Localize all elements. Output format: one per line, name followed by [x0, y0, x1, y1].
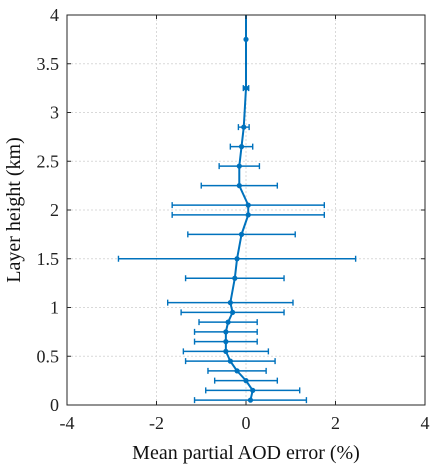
- data-point: [247, 397, 254, 403]
- x-tick-label: 2: [331, 413, 340, 433]
- data-point: [223, 339, 229, 345]
- data-point: [243, 378, 249, 384]
- y-tick-label: 4: [50, 5, 59, 25]
- data-point: [250, 387, 256, 393]
- y-tick-label: 2.5: [37, 151, 60, 171]
- data-point: [229, 309, 236, 315]
- tick-marks: [66, 14, 426, 406]
- data-point: [245, 202, 251, 208]
- y-tick-label: 1.5: [37, 249, 60, 269]
- x-tick-label: 0: [242, 413, 251, 433]
- data-point: [225, 319, 231, 325]
- x-tick-label: -2: [149, 413, 164, 433]
- data-point: [241, 124, 247, 130]
- y-tick-label: 2: [50, 200, 59, 220]
- data-point: [223, 329, 229, 335]
- data-point: [234, 368, 240, 374]
- y-axis-title: Layer height (km): [3, 137, 25, 283]
- y-tick-label: 0.5: [37, 346, 60, 366]
- data-point: [227, 300, 233, 306]
- y-tick-label: 1: [50, 298, 59, 318]
- x-axis-title: Mean partial AOD error (%): [132, 442, 360, 464]
- data-point: [234, 256, 240, 262]
- data-point: [236, 183, 242, 189]
- data-point: [223, 348, 229, 354]
- x-tick-label: -4: [60, 413, 75, 433]
- tick-labels: -4 -2 0 2 4 0 0.5 1 1.5 2 2.5 3 3.5 4: [37, 5, 430, 433]
- x-tick-label: 4: [421, 413, 430, 433]
- data-point: [238, 144, 245, 150]
- series-layer: [117, 15, 357, 404]
- y-tick-label: 3.5: [37, 54, 60, 74]
- data-point: [245, 212, 251, 218]
- y-tick-label: 0: [50, 395, 59, 415]
- data-point: [243, 36, 249, 42]
- data-point: [232, 275, 238, 281]
- data-point: [236, 163, 242, 169]
- data-point: [243, 85, 249, 91]
- data-point: [238, 231, 245, 237]
- y-tick-label: 3: [50, 103, 59, 123]
- data-point: [227, 358, 233, 364]
